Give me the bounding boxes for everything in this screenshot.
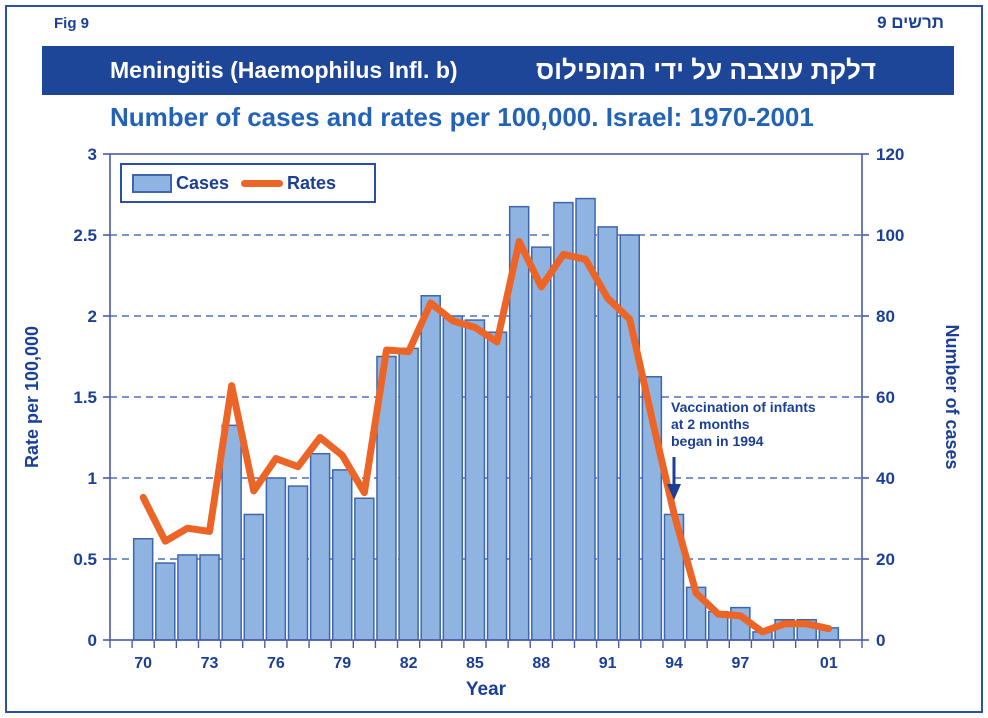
- right-axis-tick-label: 40: [876, 469, 895, 488]
- left-axis-tick-label: 2.5: [73, 226, 97, 245]
- bar-1992: [619, 234, 641, 641]
- bar-1985: [464, 319, 486, 641]
- x-axis-tick-label: 85: [466, 655, 484, 672]
- legend-cases-swatch: [132, 173, 172, 193]
- chart-title-hebrew: דלקת עוצבה על ידי המופילוס: [536, 55, 876, 85]
- bar-1970: [132, 538, 154, 641]
- x-axis-tick-label: 82: [400, 655, 418, 672]
- bar-1972: [177, 554, 198, 641]
- chart-subtitle: Number of cases and rates per 100,000. I…: [110, 102, 814, 132]
- annotation-arrow-head: [667, 484, 681, 500]
- title-banner: Meningitis (Haemophilus Infl. b) דלקת עו…: [42, 46, 954, 95]
- right-axis-tick-label: 60: [876, 388, 895, 407]
- x-axis-tick-label: 94: [665, 655, 683, 672]
- bar-1984: [442, 315, 464, 641]
- annotation-line-1: Vaccination of infants: [671, 399, 816, 415]
- right-axis-tick-label: 100: [876, 226, 904, 245]
- bar-1973: [199, 554, 220, 641]
- right-axis-title: Number of cases: [942, 324, 962, 469]
- left-axis-tick-label: 1: [88, 469, 97, 488]
- x-axis-tick-label: 01: [820, 655, 838, 672]
- bar-1983: [420, 295, 441, 641]
- right-axis-tick-label: 80: [876, 307, 895, 326]
- bar-1988: [531, 246, 552, 641]
- x-axis-title: Year: [466, 679, 507, 700]
- x-axis-tick-label: 73: [201, 655, 219, 672]
- legend-cases-label: Cases: [176, 172, 230, 193]
- fig-label: Fig 9: [54, 15, 90, 32]
- bar-1978: [309, 452, 331, 641]
- right-axis-tick-label: 0: [876, 631, 885, 650]
- rates-line: [139, 237, 833, 636]
- annotation-line-2: at 2 months: [671, 416, 750, 432]
- left-axis-tick-label: 3: [88, 145, 97, 164]
- bar-1982: [398, 347, 419, 641]
- legend-rates-swatch: [241, 179, 284, 187]
- vaccination-annotation: Vaccination of infants at 2 months began…: [671, 399, 816, 450]
- annotation-line-3: began in 1994: [671, 433, 764, 449]
- x-axis-tick-label: 88: [532, 655, 550, 672]
- bar-1977: [287, 485, 309, 641]
- fig-label-hebrew: תרשים 9: [877, 13, 944, 32]
- right-axis-tick-label: 120: [876, 145, 904, 164]
- bar-1974: [221, 424, 242, 641]
- bar-1980: [354, 497, 375, 641]
- left-axis-title: Rate per 100,000: [22, 326, 42, 468]
- chart-title-english: Meningitis (Haemophilus Infl. b): [110, 57, 458, 83]
- left-axis-tick-label: 2: [88, 307, 97, 326]
- bar-1986: [486, 331, 508, 641]
- x-axis-tick-label: 79: [333, 655, 351, 672]
- x-axis-tick-label: 97: [731, 655, 749, 672]
- x-axis-tick-label: 70: [134, 655, 152, 672]
- bar-1971: [155, 562, 176, 641]
- x-axis-tick-label: 76: [267, 655, 285, 672]
- left-axis-tick-label: 1.5: [73, 388, 97, 407]
- bar-1976: [265, 477, 287, 641]
- left-axis-tick-label: 0.5: [73, 550, 97, 569]
- legend: Cases Rates: [120, 163, 376, 203]
- x-axis-tick-label: 91: [599, 655, 617, 672]
- left-axis-tick-label: 0: [88, 631, 97, 650]
- right-axis-tick-label: 20: [876, 550, 895, 569]
- legend-rates-label: Rates: [287, 172, 337, 193]
- bar-1979: [331, 469, 353, 641]
- bar-1975: [243, 513, 265, 641]
